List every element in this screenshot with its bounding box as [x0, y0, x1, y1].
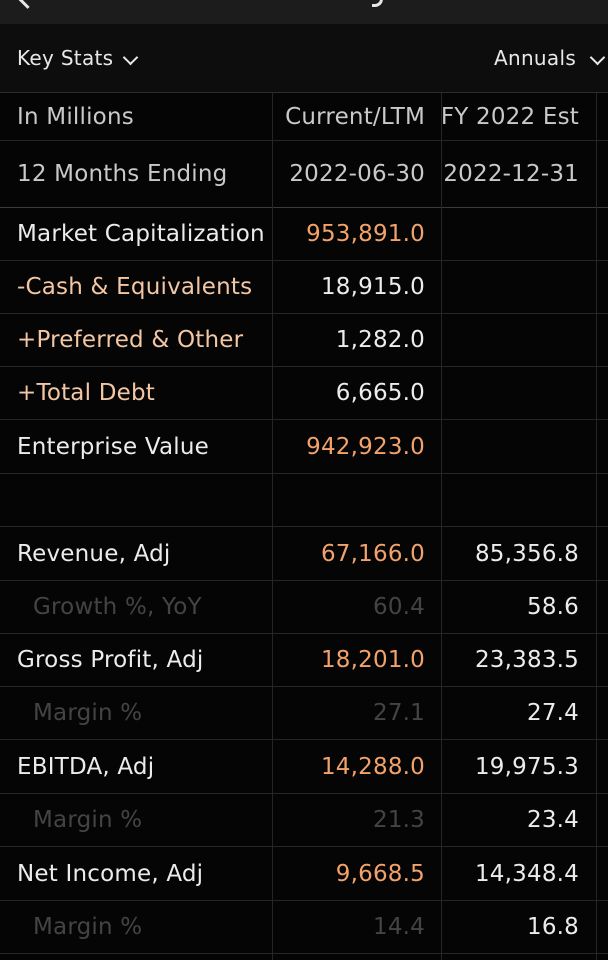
row-value-fy	[441, 314, 579, 366]
back-arrow-icon[interactable]	[14, 0, 41, 9]
row-label: -Cash & Equivalents	[17, 274, 253, 300]
table-row[interactable]: -Cash & Equivalents 18,915.0	[0, 261, 608, 314]
row-value-fy	[441, 208, 579, 260]
row-value-fy: 23,383.5	[474, 647, 579, 673]
row-label	[17, 474, 272, 526]
column-divider	[596, 93, 597, 960]
table-row[interactable]: +Total Debt 6,665.0	[0, 367, 608, 420]
annuals-dropdown-label[interactable]: Annuals	[494, 46, 577, 70]
table-row[interactable]: Gross Profit, Adj 18,201.0 23,383.5	[0, 634, 608, 687]
row-value-fy: 58.6	[526, 594, 579, 620]
row-value-current: 14.4	[372, 914, 425, 940]
row-value-current	[272, 474, 425, 526]
row-label: Margin %	[33, 807, 143, 833]
row-label: Gross Profit, Adj	[17, 647, 204, 673]
row-value-current: 60.4	[372, 594, 425, 620]
row-value-fy: 16.8	[526, 914, 579, 940]
table-row[interactable]: EBITDA, Adj 14,288.0 19,975.3	[0, 740, 608, 794]
table-row[interactable]: Net Income, Adj 9,668.5 14,348.4	[0, 847, 608, 901]
row-value-current: 942,923.0	[306, 433, 425, 460]
row-value-current: 953,891.0	[306, 221, 425, 247]
app-title-fragment	[372, 0, 383, 7]
period-current: 2022-06-30	[289, 161, 425, 187]
row-label: Margin %	[33, 700, 143, 726]
column-divider	[272, 93, 273, 960]
row-value-fy	[441, 420, 579, 473]
row-value-fy	[441, 474, 579, 526]
row-value-current: 14,288.0	[320, 753, 425, 780]
row-value-fy: 19,975.3	[474, 753, 579, 780]
row-label: Market Capitalization	[17, 221, 265, 247]
row-value-fy: 14,348.4	[474, 860, 579, 887]
units-label: In Millions	[17, 103, 134, 130]
row-label: +Preferred & Other	[17, 327, 244, 353]
row-value-fy: 23.4	[526, 807, 579, 833]
row-label: Enterprise Value	[17, 433, 209, 460]
top-app-bar	[0, 0, 608, 24]
period-label: 12 Months Ending	[17, 161, 228, 187]
key-stats-table: In Millions Current/LTM FY 2022 Est 12 M…	[0, 93, 608, 960]
spacer-row	[0, 474, 608, 527]
period-fy: 2022-12-31	[443, 161, 579, 187]
key-stats-dropdown-label[interactable]: Key Stats	[17, 46, 114, 70]
table-row[interactable]: +Preferred & Other 1,282.0	[0, 314, 608, 367]
column-header-current: Current/LTM	[285, 103, 425, 130]
row-label: Growth %, YoY	[33, 594, 202, 620]
column-divider	[441, 93, 442, 960]
table-row[interactable]: Margin % 27.1 27.4	[0, 687, 608, 740]
row-value-current: 67,166.0	[320, 540, 425, 567]
row-value-current: 9,668.5	[335, 860, 425, 887]
row-label: Revenue, Adj	[17, 540, 171, 567]
row-label: EBITDA, Adj	[17, 753, 155, 780]
row-value-fy	[441, 261, 579, 313]
table-row[interactable]: Market Capitalization 953,891.0	[0, 208, 608, 261]
chevron-down-icon[interactable]	[122, 49, 139, 66]
column-header-fy: FY 2022 Est	[440, 103, 579, 130]
row-value-fy	[441, 367, 579, 419]
row-value-current: 1,282.0	[335, 327, 425, 353]
view-header: Key Stats Annuals	[0, 24, 608, 93]
table-row[interactable]: Margin % 21.3 23.4	[0, 794, 608, 847]
table-header-row: In Millions Current/LTM FY 2022 Est	[0, 93, 608, 141]
row-value-current: 18,915.0	[320, 274, 425, 300]
row-value-current: 6,665.0	[335, 380, 425, 406]
row-value-current: 27.1	[372, 700, 425, 726]
row-value-current: 21.3	[372, 807, 425, 833]
table-row[interactable]: Margin % 14.4 16.8	[0, 901, 608, 954]
row-value-current: 18,201.0	[320, 647, 425, 673]
table-row[interactable]: Growth %, YoY 60.4 58.6	[0, 581, 608, 634]
row-value-fy: 85,356.8	[474, 540, 579, 567]
chevron-down-icon[interactable]	[589, 49, 606, 66]
row-value-fy: 27.4	[526, 700, 579, 726]
row-label: Net Income, Adj	[17, 860, 204, 887]
row-label: Margin %	[33, 914, 143, 940]
row-label: +Total Debt	[17, 380, 155, 406]
table-row[interactable]: Revenue, Adj 67,166.0 85,356.8	[0, 527, 608, 581]
table-row[interactable]: Enterprise Value 942,923.0	[0, 420, 608, 474]
period-ending-row: 12 Months Ending 2022-06-30 2022-12-31	[0, 141, 608, 208]
